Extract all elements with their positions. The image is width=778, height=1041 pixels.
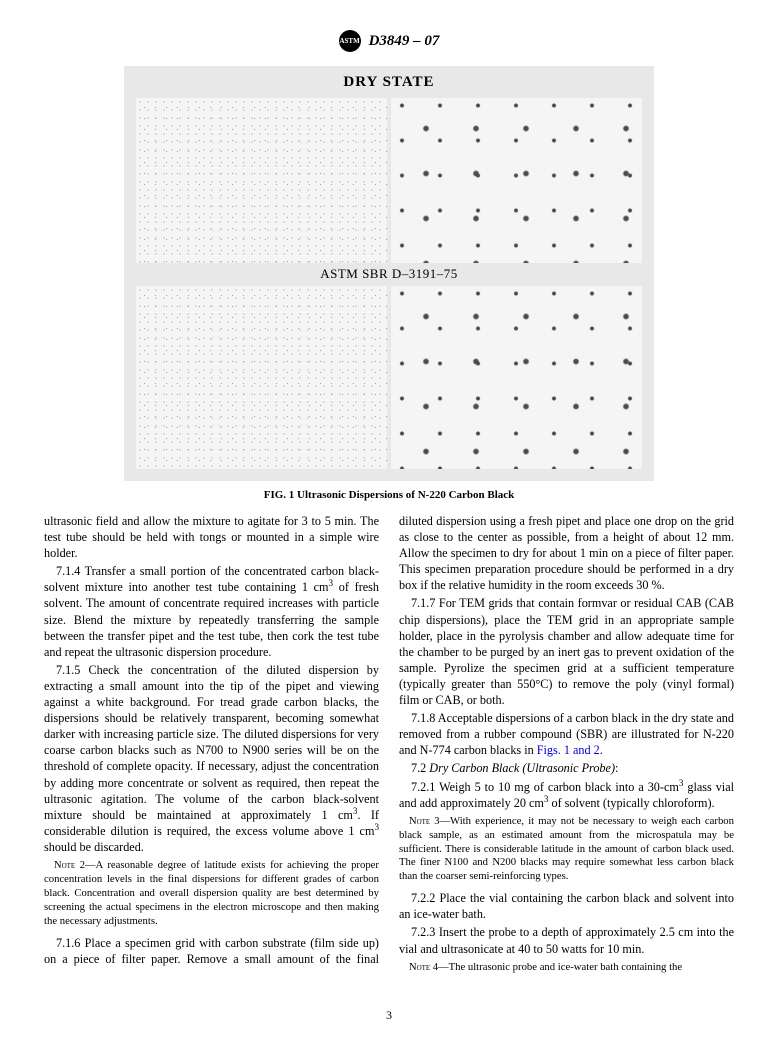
para-7-1-7: 7.1.7 For TEM grids that contain formvar… [399,595,734,708]
para-7-2-1: 7.2.1 Weigh 5 to 10 mg of carbon black i… [399,779,734,811]
para-7-2-2: 7.2.2 Place the vial containing the carb… [399,890,734,922]
para-7-2-3: 7.2.3 Insert the probe to a depth of app… [399,924,734,956]
note-text: The ultrasonic probe and ice-water bath … [449,961,683,973]
para-7-1-4: 7.1.4 Transfer a small portion of the co… [44,563,379,660]
designation: D3849 – 07 [369,33,440,50]
note-2: Note 2—A reasonable degree of latitude e… [44,859,379,929]
para-continuation: ultrasonic field and allow the mixture t… [44,513,379,561]
figure-center-label: ASTM SBR D–3191–75 [124,263,654,285]
note-label: Note 2— [54,860,96,871]
note-text: With experience, it may not be necessary… [399,815,734,883]
figure-panel-bottom-right [391,286,642,470]
note-3: Note 3—With experience, it may not be ne… [399,815,734,885]
para-7-1-5: 7.1.5 Check the concentration of the dil… [44,662,379,855]
text: 7.2.1 Weigh 5 to 10 mg of carbon black i… [411,780,679,794]
para-7-2: 7.2 Dry Carbon Black (Ultrasonic Probe): [399,760,734,776]
note-label: Note 3— [409,816,450,827]
superscript: 3 [374,822,379,832]
page-number: 3 [0,1008,778,1023]
para-7-1-8: 7.1.8 Acceptable dispersions of a carbon… [399,710,734,758]
section-title: Dry Carbon Black (Ultrasonic Probe) [429,761,615,775]
page-header: ASTM D3849 – 07 [44,30,734,52]
body-columns: ultrasonic field and allow the mixture t… [44,513,734,975]
figure-top-label: DRY STATE [124,74,654,91]
note-label: Note 4— [409,962,449,973]
page: ASTM D3849 – 07 DRY STATE 10 µm 1 µm [0,0,778,1041]
figure-reference-link[interactable]: Figs. 1 and 2 [537,743,600,757]
section-number: 7.2 [411,761,429,775]
figure-caption: FIG. 1 Ultrasonic Dispersions of N-220 C… [124,489,654,501]
text: 7.1.5 Check the concentration of the dil… [44,663,379,822]
text: : [615,761,618,775]
figure-panel-top-left: 10 µm [136,98,387,282]
note-4: Note 4—The ultrasonic probe and ice-wate… [399,961,734,975]
figure-image: DRY STATE 10 µm 1 µm ASTM SBR D– [124,66,654,481]
text: should be discarded. [44,840,144,854]
figure-panel-top-right: 1 µm [391,98,642,282]
figure-1: DRY STATE 10 µm 1 µm ASTM SBR D– [124,66,654,501]
astm-logo-icon: ASTM [339,30,361,52]
figure-panel-bottom-left [136,286,387,470]
text: . [600,743,603,757]
text: of solvent (typically chloroform). [548,796,714,810]
